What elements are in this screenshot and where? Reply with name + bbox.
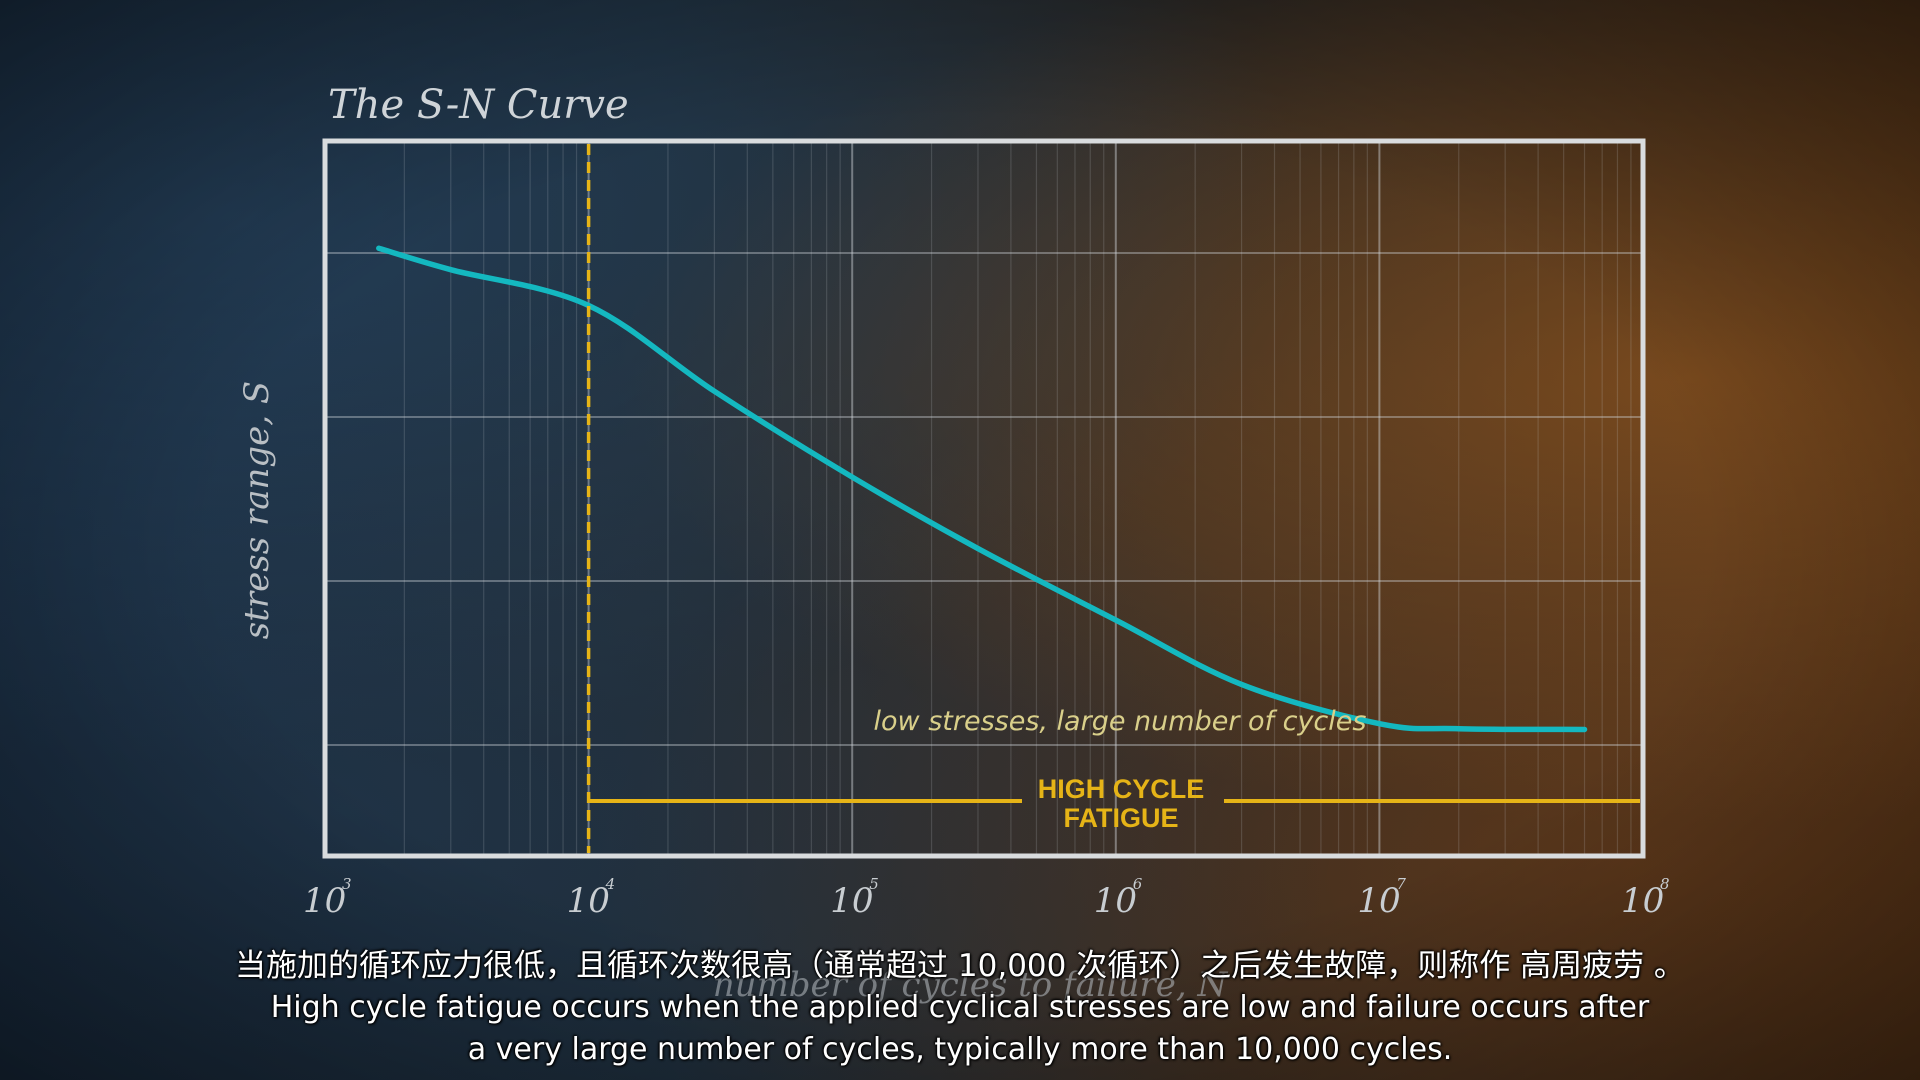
x-tick-exponent: 4 xyxy=(605,875,616,893)
subtitle-english-line1: High cycle fatigue occurs when the appli… xyxy=(270,990,1650,1025)
x-tick-base: 10 xyxy=(303,881,346,921)
subtitle-chinese: 当施加的循环应力很低，且循环次数很高（通常超过 10,000 次循环）之后发生故… xyxy=(235,948,1685,984)
sn-curve-line xyxy=(376,245,1588,733)
x-tick-labels: 103 104 105 106 107 108 xyxy=(303,875,1670,921)
x-tick-exponent: 6 xyxy=(1133,875,1143,893)
x-tick-base: 10 xyxy=(1357,881,1400,921)
x-tick-label: 106 xyxy=(1094,875,1143,921)
x-tick-base: 10 xyxy=(1094,881,1137,921)
x-tick-exponent: 7 xyxy=(1396,875,1406,893)
series-layer xyxy=(376,245,1588,733)
x-tick-label: 108 xyxy=(1621,875,1670,921)
region-label-line1: HIGH CYCLE xyxy=(1038,774,1205,804)
subtitles: 当施加的循环应力很低，且循环次数很高（通常超过 10,000 次循环）之后发生故… xyxy=(0,945,1920,1071)
x-tick-exponent: 8 xyxy=(1660,875,1670,893)
plot-frame xyxy=(322,138,1646,859)
x-tick-label: 103 xyxy=(303,875,352,921)
x-tick-exponent: 3 xyxy=(342,875,352,893)
x-tick-label: 105 xyxy=(830,875,879,921)
x-tick-label: 104 xyxy=(567,875,616,921)
x-tick-exponent: 5 xyxy=(869,875,879,893)
subtitle-english-line2: a very large number of cycles, typically… xyxy=(467,1032,1453,1067)
x-axis-label: number of cycles to failure, N xyxy=(713,965,1229,1005)
x-tick-base: 10 xyxy=(830,881,873,921)
y-axis-label: stress range, S xyxy=(237,381,277,639)
chart-title: The S-N Curve xyxy=(328,82,629,128)
annotation-note: low stresses, large number of cycles xyxy=(874,706,1367,737)
region-label-line2: FATIGUE xyxy=(1063,803,1178,833)
x-tick-base: 10 xyxy=(1621,881,1664,921)
grid xyxy=(324,141,1643,856)
x-tick-label: 107 xyxy=(1357,875,1406,921)
x-tick-base: 10 xyxy=(567,881,610,921)
